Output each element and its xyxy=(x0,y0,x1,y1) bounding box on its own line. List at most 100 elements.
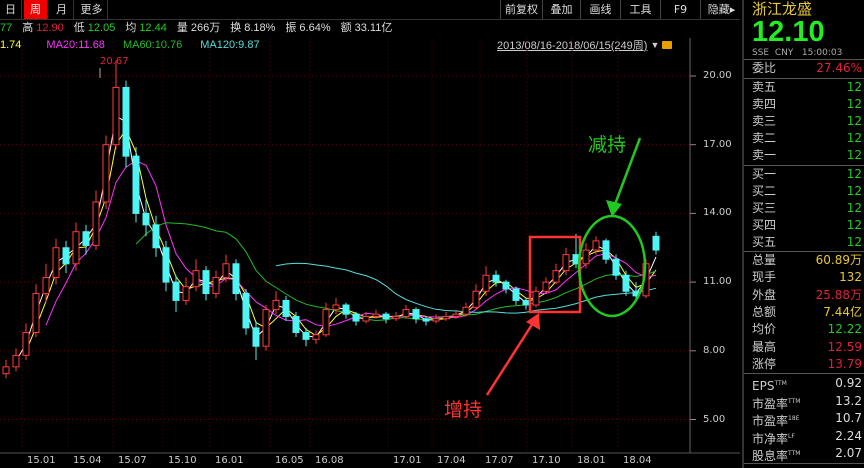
row-label: 总额 xyxy=(752,304,777,319)
ma20-value: MA20:11.68 xyxy=(46,39,105,51)
row-value: 10.7 xyxy=(835,411,862,425)
bid-row: 买一 12 xyxy=(752,166,862,183)
row-label: 卖一 xyxy=(752,148,777,162)
candle xyxy=(352,311,360,326)
candle xyxy=(62,240,70,273)
avg-value: 12.44 xyxy=(139,22,167,34)
row-value: 12 xyxy=(846,184,862,198)
y-tick-label: 8.00 xyxy=(703,344,726,356)
row-value: 12 xyxy=(846,148,862,162)
candle xyxy=(382,311,390,324)
tab-week[interactable]: 周 xyxy=(24,0,48,19)
row-label: 卖四 xyxy=(752,97,777,111)
candle xyxy=(322,302,330,338)
x-tick-label: 17.10 xyxy=(532,455,561,466)
restore-rights-button[interactable]: 前复权 xyxy=(500,0,542,19)
bid-row: 买三 12 xyxy=(752,200,862,217)
red-arrowhead-icon xyxy=(526,313,540,330)
row-label: 外盘 xyxy=(752,287,777,302)
turnover-label: 换 xyxy=(230,22,242,34)
amount-label: 额 xyxy=(340,22,352,34)
candle xyxy=(502,279,510,294)
row-value: 12 xyxy=(846,131,862,145)
lock-icon[interactable] xyxy=(662,41,673,49)
ma10-line xyxy=(25,128,657,352)
fundamental-row: 股息率TTM 2.07 xyxy=(752,445,862,463)
candle xyxy=(122,80,130,168)
x-tick-label: 17.04 xyxy=(437,455,466,466)
y-tick-label: 17.00 xyxy=(703,138,732,150)
ask-row: 卖五 12 xyxy=(752,79,862,96)
peak-label: 20.67 xyxy=(100,56,129,67)
candle xyxy=(2,359,10,379)
candle xyxy=(212,270,220,299)
tab-month[interactable]: 月 xyxy=(50,0,74,19)
x-tick-label: 17.07 xyxy=(485,455,514,466)
candle xyxy=(142,199,150,237)
candle xyxy=(282,295,290,322)
quote-line: 77 高 12.90 低 12.05 均 12.44 量 266万换 8.18% 振 6.64% 额 33… xyxy=(0,21,402,35)
row-label: 均价 xyxy=(752,322,777,337)
weibi-row: 委比 27.46% xyxy=(752,60,862,77)
row-label: 买四 xyxy=(752,218,777,232)
stat-row: 现手 132 xyxy=(752,269,862,286)
candlestick-chart[interactable] xyxy=(0,38,740,468)
stat-row: 总额 7.44亿 xyxy=(752,304,862,321)
candle xyxy=(532,286,540,308)
candle xyxy=(512,286,520,305)
exchange-time: SSE CNY 15:00:03 xyxy=(752,48,843,58)
x-tick-label: 16.01 xyxy=(215,455,244,466)
candle xyxy=(12,348,20,372)
quote-panel: 浙江龙盛 12.10 SSE CNY 15:00:03 委比 27.46% 卖五 1… xyxy=(742,0,864,468)
row-value: 25.88万 xyxy=(815,287,862,302)
tab-day[interactable]: 日 xyxy=(0,0,22,19)
ma-line: 1.74 MA20:11.68 MA60:10.76 MA120:9.87 xyxy=(0,38,270,52)
row-value: 12.59 xyxy=(827,339,862,354)
row-value: 12 xyxy=(846,201,862,215)
amp-label: 振 xyxy=(285,22,297,34)
candle xyxy=(132,146,140,223)
ma60-value: MA60:10.76 xyxy=(122,39,183,51)
row-label: 最高 xyxy=(752,339,777,354)
row-label: 卖二 xyxy=(752,131,777,145)
row-label: EPSTTM xyxy=(752,379,787,393)
candle xyxy=(472,284,480,310)
row-value: 7.44亿 xyxy=(823,304,862,319)
amp-value: 6.64% xyxy=(299,22,331,34)
candle xyxy=(292,311,300,338)
candle xyxy=(42,263,50,303)
overlay-button[interactable]: 叠加 xyxy=(542,0,580,19)
row-value: 0.92 xyxy=(835,376,862,390)
row-value: 13.2 xyxy=(835,393,862,408)
row-value: 60.89万 xyxy=(815,253,862,267)
low-value: 12.05 xyxy=(87,22,116,34)
row-label: 市净率LF xyxy=(752,431,795,446)
tab-more[interactable]: 更多 xyxy=(76,0,108,19)
y-tick-label: 11.00 xyxy=(703,276,732,288)
row-value: 12 xyxy=(846,235,862,249)
row-value: 12 xyxy=(846,80,862,94)
candle xyxy=(422,316,430,326)
candle xyxy=(432,314,440,324)
row-label: 市盈率18E xyxy=(752,414,800,428)
divider xyxy=(0,19,740,20)
row-label: 现手 xyxy=(752,270,777,285)
draw-line-button[interactable]: 画线 xyxy=(580,0,620,19)
green-arrow-icon xyxy=(612,137,642,208)
candle xyxy=(522,298,530,310)
row-label: 市盈率TTM xyxy=(752,396,801,411)
tools-button[interactable]: 工具 xyxy=(620,0,660,19)
f9-button[interactable]: F9 xyxy=(660,0,700,19)
hide-button[interactable]: 隐藏▸ xyxy=(700,0,742,19)
candle xyxy=(232,259,240,301)
candle xyxy=(582,243,590,269)
candle xyxy=(412,307,420,324)
row-label: 总量 xyxy=(752,253,777,267)
x-tick-label: 15.01 xyxy=(27,455,56,466)
dropdown-triangle-icon[interactable]: ▼ xyxy=(650,40,660,50)
candle xyxy=(392,311,400,322)
row-label: 涨停 xyxy=(752,356,777,371)
candle xyxy=(372,309,380,319)
current-price: 12.10 xyxy=(752,16,825,48)
decrease-annotation: 减持 xyxy=(588,134,627,156)
